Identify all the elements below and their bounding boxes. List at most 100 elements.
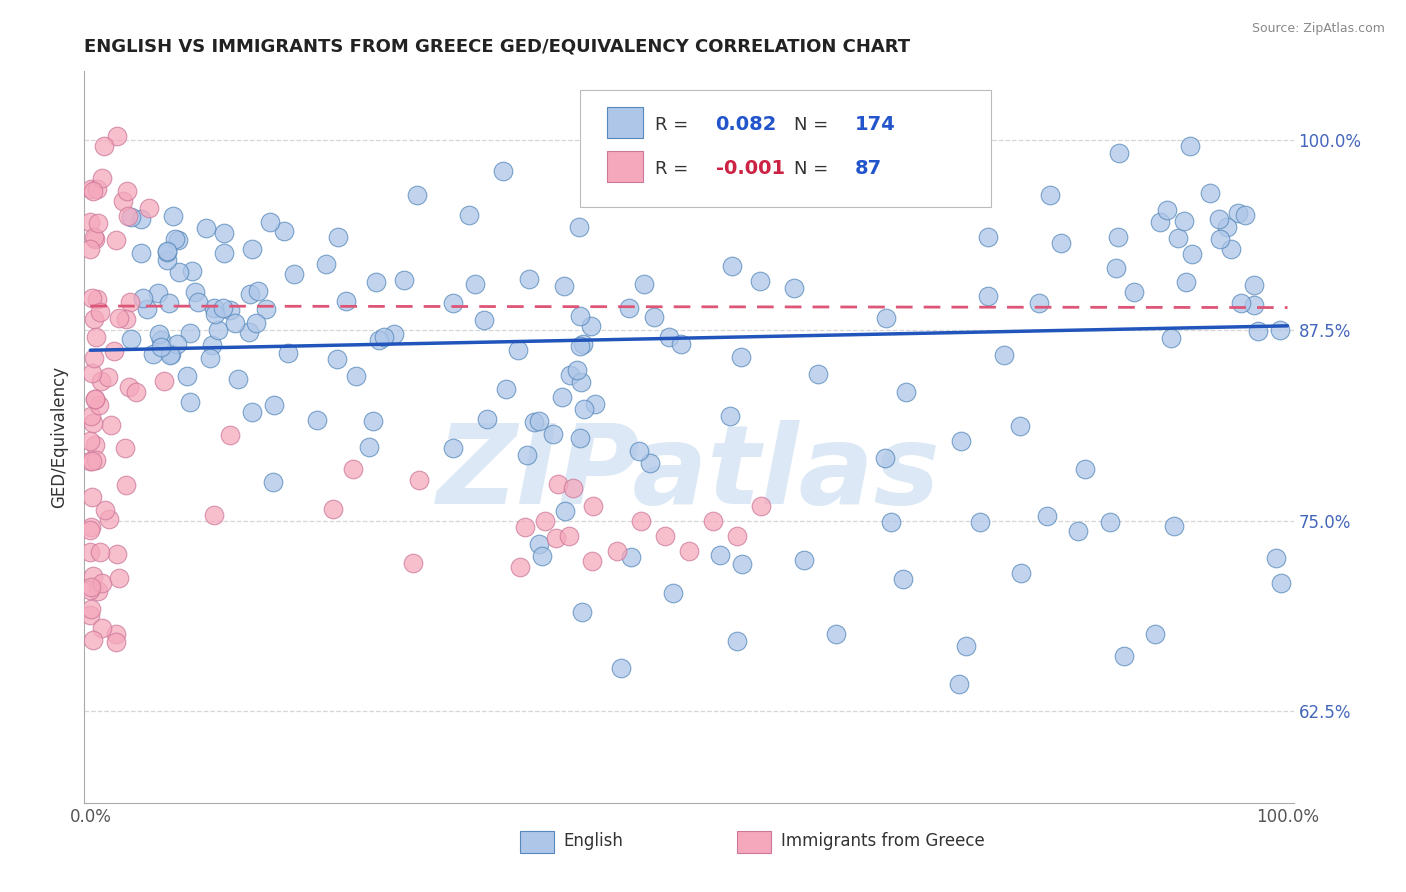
FancyBboxPatch shape bbox=[581, 90, 991, 207]
Point bbox=[105, 547, 128, 561]
Point bbox=[84, 392, 107, 407]
Point bbox=[725, 529, 748, 543]
Point bbox=[562, 481, 585, 495]
Point bbox=[180, 264, 202, 278]
Point bbox=[394, 273, 416, 287]
Text: English: English bbox=[564, 832, 623, 850]
Point bbox=[86, 293, 108, 307]
Point bbox=[749, 499, 772, 513]
Point bbox=[1209, 232, 1232, 246]
Point bbox=[82, 569, 104, 583]
Point bbox=[749, 274, 772, 288]
Text: 174: 174 bbox=[855, 115, 896, 135]
Point bbox=[441, 295, 464, 310]
Point bbox=[91, 170, 114, 185]
Point bbox=[1264, 551, 1286, 566]
Point bbox=[569, 375, 592, 389]
Point bbox=[156, 244, 179, 259]
Point bbox=[108, 571, 131, 585]
Point bbox=[976, 288, 998, 302]
Point bbox=[1175, 275, 1198, 289]
Point bbox=[240, 405, 263, 419]
Point bbox=[630, 514, 652, 528]
Point bbox=[1098, 516, 1121, 530]
Point bbox=[361, 414, 384, 428]
Point bbox=[1008, 418, 1031, 433]
Point bbox=[1039, 187, 1062, 202]
Point bbox=[105, 128, 128, 143]
Point bbox=[558, 529, 581, 543]
Point bbox=[627, 444, 650, 458]
Point bbox=[1178, 138, 1201, 153]
Point bbox=[643, 310, 665, 324]
Point bbox=[90, 375, 112, 389]
Bar bbox=[520, 830, 554, 853]
Point bbox=[89, 305, 111, 319]
Point bbox=[135, 301, 157, 316]
Point bbox=[619, 172, 641, 186]
Point bbox=[891, 572, 914, 586]
Point bbox=[184, 285, 207, 300]
Point bbox=[79, 583, 101, 598]
Point bbox=[568, 339, 591, 353]
Point bbox=[98, 512, 121, 526]
Point bbox=[104, 233, 127, 247]
Point bbox=[80, 454, 103, 468]
Point bbox=[104, 627, 127, 641]
Point bbox=[176, 368, 198, 383]
Point bbox=[1173, 214, 1195, 228]
Point bbox=[406, 188, 429, 202]
Point bbox=[569, 309, 592, 323]
Point bbox=[582, 132, 605, 146]
Point bbox=[86, 452, 108, 467]
Text: Source: ZipAtlas.com: Source: ZipAtlas.com bbox=[1251, 22, 1385, 36]
Point bbox=[149, 333, 172, 347]
Point bbox=[150, 340, 173, 354]
Point bbox=[79, 242, 101, 256]
Point bbox=[263, 398, 285, 412]
Point bbox=[187, 295, 209, 310]
Point bbox=[138, 201, 160, 215]
Point bbox=[568, 220, 591, 235]
Point bbox=[115, 478, 138, 492]
Point bbox=[79, 545, 101, 559]
Point bbox=[148, 327, 170, 342]
Point bbox=[620, 185, 643, 199]
Point bbox=[523, 415, 546, 429]
Point bbox=[166, 337, 188, 351]
Point bbox=[80, 490, 103, 504]
Point bbox=[1028, 295, 1050, 310]
Point bbox=[344, 368, 367, 383]
Point bbox=[546, 531, 568, 545]
Point bbox=[658, 329, 681, 343]
Point bbox=[79, 215, 101, 229]
Point bbox=[82, 417, 104, 431]
Point bbox=[560, 368, 582, 383]
Point bbox=[1199, 186, 1222, 200]
Point bbox=[731, 557, 754, 571]
Point bbox=[201, 338, 224, 352]
Point bbox=[633, 277, 655, 291]
Point bbox=[80, 291, 103, 305]
Point bbox=[226, 372, 249, 386]
Point bbox=[80, 602, 103, 616]
Text: N =: N = bbox=[794, 116, 834, 134]
Point bbox=[969, 515, 991, 529]
Point bbox=[100, 417, 122, 432]
Point bbox=[219, 303, 242, 318]
Point bbox=[202, 508, 225, 522]
Point bbox=[1107, 230, 1129, 244]
Point bbox=[516, 448, 538, 462]
Point bbox=[245, 316, 267, 330]
Point bbox=[283, 267, 305, 281]
Point bbox=[879, 516, 901, 530]
Point bbox=[1234, 208, 1257, 222]
Point bbox=[875, 451, 897, 466]
Point bbox=[162, 209, 184, 223]
Point bbox=[219, 428, 242, 442]
Point bbox=[120, 211, 142, 225]
Point bbox=[152, 374, 174, 388]
Point bbox=[195, 220, 218, 235]
Text: ZIPatlas: ZIPatlas bbox=[437, 420, 941, 527]
Point bbox=[368, 334, 391, 348]
